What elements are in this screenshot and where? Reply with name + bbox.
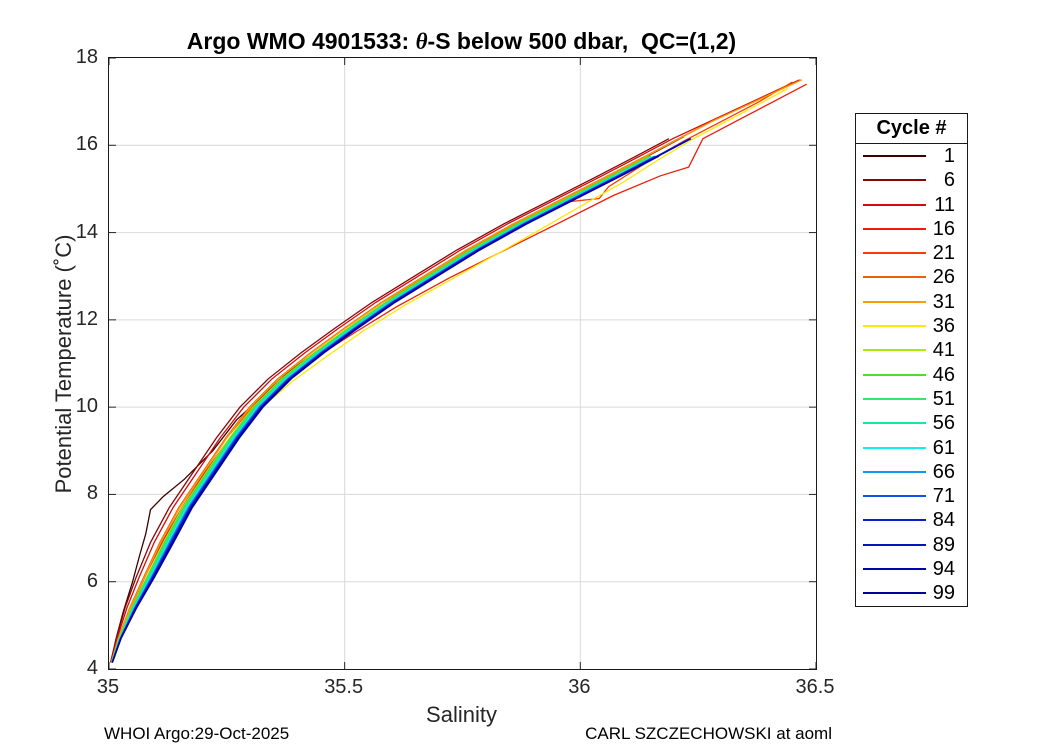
legend-entry-label: 89 [932, 533, 955, 556]
legend-line-sample [863, 276, 926, 279]
legend-line-sample [863, 470, 926, 473]
legend-entry-cycle-56: 56 [856, 411, 967, 435]
x-tick-label-35: 35 [96, 676, 120, 698]
y-tick-label-8: 8 [86, 482, 98, 505]
legend-line-sample [863, 203, 926, 206]
legend-line-sample [863, 349, 926, 352]
legend-entry-cycle-71: 71 [856, 484, 967, 508]
legend-entry-cycle-6: 6 [856, 168, 967, 192]
legend-entries: 1 6 11 16 21 26 31 36 41 46 51 56 61 66 71 84 89 94 99 [856, 144, 967, 606]
y-axis-label: Potential Temperature (˚C) [51, 234, 76, 494]
legend-entry-label: 56 [932, 412, 955, 435]
legend-line-sample [863, 422, 926, 425]
legend-entry-cycle-46: 46 [856, 363, 967, 387]
legend-line-sample [863, 373, 926, 376]
series-cycle-99 [111, 155, 660, 663]
legend-entry-cycle-31: 31 [856, 290, 967, 314]
legend-line-sample [863, 300, 926, 303]
footer-right-credit: CARL SZCZECHOWSKI at aoml [585, 724, 832, 743]
legend-entry-cycle-84: 84 [856, 508, 967, 532]
legend-entry-cycle-89: 89 [856, 533, 967, 557]
y-tick-label-6: 6 [86, 569, 98, 592]
legend-entry-label: 6 [943, 169, 955, 192]
legend-entry-cycle-66: 66 [856, 460, 967, 484]
legend-line-sample [863, 227, 926, 230]
y-tick-label-4: 4 [86, 657, 98, 679]
legend-line-sample [863, 155, 926, 157]
series-cycle-16 [110, 83, 807, 663]
legend-entry-label: 71 [932, 485, 955, 508]
legend-entry-cycle-61: 61 [856, 436, 967, 460]
legend-line-sample [863, 495, 926, 498]
series-cycle-11 [110, 79, 800, 663]
title-theta-symbol: θ [415, 29, 428, 54]
legend-entry-cycle-26: 26 [856, 265, 967, 289]
legend-entry-cycle-99: 99 [856, 581, 967, 605]
legend-entry-cycle-16: 16 [856, 217, 967, 241]
legend-entry-cycle-11: 11 [856, 193, 967, 217]
legend-line-sample [863, 325, 926, 328]
legend-entry-label: 46 [932, 363, 955, 386]
footer-left-credit: WHOI Argo:29-Oct-2025 [104, 724, 290, 743]
title-prefix: Argo WMO 4901533: [186, 28, 416, 54]
plot-area [108, 57, 817, 670]
legend-line-sample [863, 592, 926, 595]
series-cycle-94 [111, 138, 692, 663]
series-cycle-56 [111, 175, 615, 663]
legend-entry-cycle-41: 41 [856, 338, 967, 362]
y-tick-label-14: 14 [75, 220, 98, 243]
y-tick-label-10: 10 [75, 395, 98, 418]
title-suffix: -S below 500 dbar, QC=(1,2) [427, 28, 737, 54]
x-axis-label: Salinity [426, 702, 497, 727]
legend-entry-label: 36 [932, 315, 955, 338]
legend-entry-cycle-1: 1 [856, 144, 967, 168]
legend-line-sample [863, 179, 926, 182]
series-cycle-26 [110, 79, 802, 663]
legend-line-sample [863, 397, 926, 400]
series-cycle-36 [113, 87, 789, 661]
series-cycle-84 [111, 138, 691, 663]
legend-line-sample [863, 252, 926, 255]
legend-line-sample [863, 446, 926, 449]
legend-entry-cycle-21: 21 [856, 241, 967, 265]
legend-entry-label: 31 [932, 290, 955, 313]
legend-line-sample [863, 543, 926, 546]
y-tick-label-12: 12 [75, 307, 98, 330]
legend-entry-label: 84 [932, 509, 955, 532]
legend-box: Cycle # 1 6 11 16 21 26 31 36 41 46 51 56 61 66 71 84 89… [855, 113, 968, 607]
legend-entry-label: 99 [932, 582, 955, 605]
legend-entry-cycle-36: 36 [856, 314, 967, 338]
legend-entry-label: 11 [934, 193, 955, 216]
series-cycle-31 [110, 79, 803, 663]
legend-entry-label: 26 [932, 266, 955, 289]
series-cycle-6 [109, 138, 670, 663]
series-cycle-21 [110, 81, 793, 663]
x-tick-label-36: 36 [568, 676, 591, 698]
y-tick-label-18: 18 [75, 46, 98, 68]
x-tick-label-35.5: 35.5 [324, 676, 364, 698]
legend-entry-label: 21 [932, 242, 955, 265]
legend-line-sample [863, 519, 926, 522]
x-tick-label-36.5: 36.5 [795, 676, 835, 698]
legend-entry-cycle-94: 94 [856, 557, 967, 581]
legend-entry-label: 16 [932, 217, 955, 240]
series-cycle-51 [111, 155, 652, 663]
legend-entry-label: 66 [932, 460, 955, 483]
legend-entry-label: 61 [932, 436, 955, 459]
legend-entry-label: 1 [943, 145, 955, 167]
legend-entry-cycle-51: 51 [856, 387, 967, 411]
theta-s-curves [109, 58, 816, 669]
legend-entry-label: 94 [932, 558, 955, 581]
y-tick-label-16: 16 [75, 133, 98, 156]
legend-entry-label: 51 [932, 387, 955, 410]
legend-entry-label: 41 [932, 339, 955, 362]
legend-title: Cycle # [856, 114, 967, 144]
chart-title: Argo WMO 4901533: θ-S below 500 dbar, QC… [108, 28, 815, 55]
legend-line-sample [863, 568, 926, 571]
